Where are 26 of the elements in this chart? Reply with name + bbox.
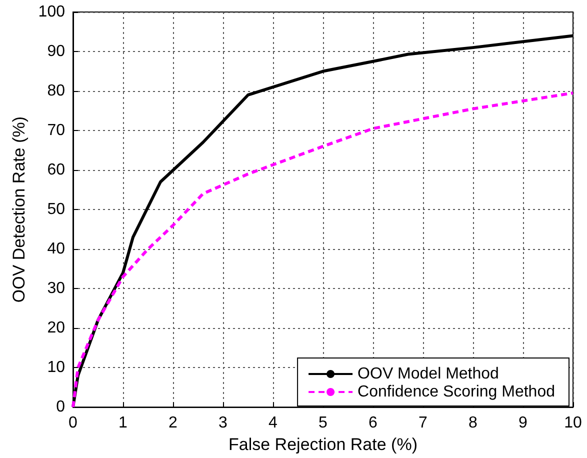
legend-label: Confidence Scoring Method [358, 384, 555, 400]
y-tick-label: 60 [47, 162, 66, 179]
x-tick-label: 8 [468, 414, 478, 432]
x-tick-label: 7 [418, 414, 428, 432]
y-tick-label: 70 [47, 122, 66, 140]
y-tick-label: 20 [47, 320, 66, 337]
x-tick-label: 5 [318, 414, 328, 432]
x-tick-label: 1 [118, 414, 128, 432]
legend-label: OOV Model Method [358, 366, 499, 382]
x-tick-label: 9 [518, 414, 528, 432]
x-tick-label: 10 [564, 414, 582, 432]
y-tick-label: 100 [38, 4, 66, 20]
y-tick-label: 40 [47, 240, 66, 258]
x-tick-label: 6 [368, 414, 378, 432]
x-tick-label: 2 [168, 414, 178, 432]
x-tick-label: 0 [68, 414, 78, 432]
y-tick-label: 90 [47, 43, 66, 60]
y-tick-label: 10 [47, 359, 66, 376]
y-tick-label: 50 [47, 201, 66, 218]
x-tick-label: 4 [268, 414, 278, 432]
x-axis-title: False Rejection Rate (%) [228, 435, 418, 454]
y-tick-label: 0 [56, 398, 66, 416]
y-tick-label: 80 [47, 82, 66, 100]
y-tick-label: 30 [47, 280, 66, 298]
y-axis-title: OOV Detection Rate (%) [9, 116, 28, 303]
x-tick-label: 3 [218, 414, 228, 432]
